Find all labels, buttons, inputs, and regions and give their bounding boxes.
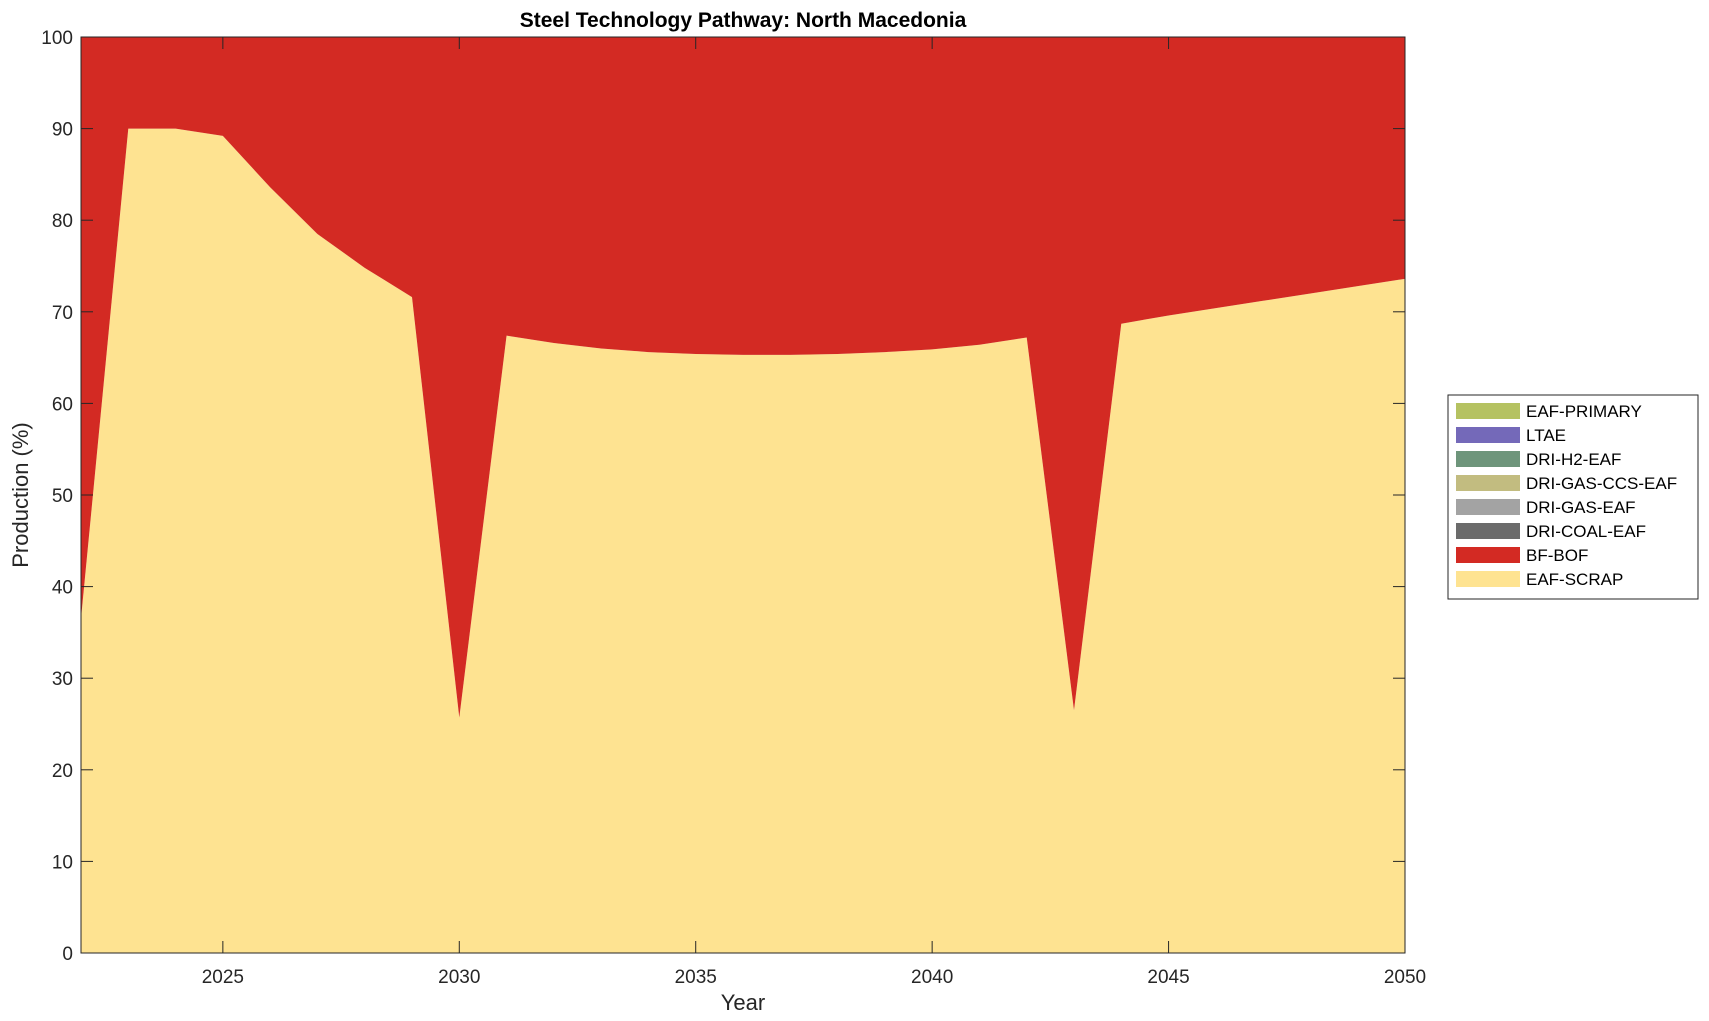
x-tick-label-2040: 2040 xyxy=(911,967,953,988)
area-bf-bof xyxy=(81,37,1405,718)
x-tick-label-2050: 2050 xyxy=(1384,967,1426,988)
x-tick-label-2025: 2025 xyxy=(202,967,244,988)
legend-swatch-dri-h2-eaf xyxy=(1456,451,1520,467)
y-tick-label-0: 0 xyxy=(62,944,73,965)
legend-label-dri-gas-eaf: DRI-GAS-EAF xyxy=(1526,498,1636,517)
legend-label-eaf-primary: EAF-PRIMARY xyxy=(1526,402,1642,421)
legend-swatch-bf-bof xyxy=(1456,547,1520,563)
x-tick-label-2030: 2030 xyxy=(438,967,480,988)
y-tick-label-70: 70 xyxy=(52,303,73,324)
legend-label-ltae: LTAE xyxy=(1526,426,1566,445)
legend-swatch-dri-gas-eaf xyxy=(1456,499,1520,515)
legend-swatch-eaf-primary xyxy=(1456,403,1520,419)
legend-label-eaf-scrap: EAF-SCRAP xyxy=(1526,570,1623,589)
legend-label-bf-bof: BF-BOF xyxy=(1526,546,1588,565)
areas-layer xyxy=(81,37,1405,954)
x-tick-label-2035: 2035 xyxy=(675,967,717,988)
x-tick-label-2045: 2045 xyxy=(1147,967,1189,988)
x-axis-title: Year xyxy=(721,990,765,1015)
y-axis-title: Production (%) xyxy=(8,422,33,568)
y-tick-label-50: 50 xyxy=(52,486,73,507)
legend-label-dri-h2-eaf: DRI-H2-EAF xyxy=(1526,450,1621,469)
y-tick-label-60: 60 xyxy=(52,394,73,415)
y-tick-label-10: 10 xyxy=(52,852,73,873)
legend-label-dri-coal-eaf: DRI-COAL-EAF xyxy=(1526,522,1646,541)
legend-swatch-dri-coal-eaf xyxy=(1456,523,1520,539)
legend-label-dri-gas-ccs-eaf: DRI-GAS-CCS-EAF xyxy=(1526,474,1677,493)
y-tick-label-90: 90 xyxy=(52,120,73,141)
ticks-layer: 2025 2030 2035 2040 2045 20500102030405060708… xyxy=(41,28,1426,988)
legend-box xyxy=(1447,394,1699,600)
legend-swatch-ltae xyxy=(1456,427,1520,443)
y-tick-label-100: 100 xyxy=(41,28,73,49)
y-tick-label-20: 20 xyxy=(52,761,73,782)
legend-swatch-eaf-scrap xyxy=(1456,571,1520,587)
chart-title: Steel Technology Pathway: North Macedoni… xyxy=(520,9,967,32)
legend: EAF-PRIMARY LTAE DRI-H2-EAF DRI-GAS-CCS-EAF… xyxy=(1447,394,1699,600)
y-tick-label-80: 80 xyxy=(52,211,73,232)
y-tick-label-30: 30 xyxy=(52,669,73,690)
area-eaf-scrap xyxy=(81,128,1405,954)
legend-swatch-dri-gas-ccs-eaf xyxy=(1456,475,1520,491)
y-tick-label-40: 40 xyxy=(52,578,73,599)
